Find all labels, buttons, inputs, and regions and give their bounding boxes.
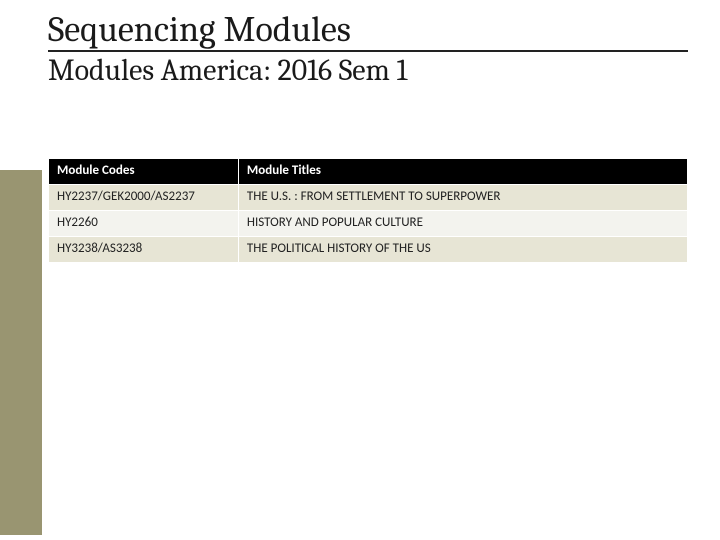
page-title: Sequencing Modules (48, 10, 688, 52)
cell-code: HY2237/GEK2000/AS2237 (49, 184, 239, 210)
col-header-codes: Module Codes (49, 159, 239, 185)
cell-title: THE POLITICAL HISTORY OF THE US (238, 236, 687, 262)
cell-title: THE U.S. : FROM SETTLEMENT TO SUPERPOWER (238, 184, 687, 210)
col-header-titles: Module Titles (238, 159, 687, 185)
table-header-row: Module Codes Module Titles (49, 159, 688, 185)
cell-title: HISTORY AND POPULAR CULTURE (238, 210, 687, 236)
table-row: HY2237/GEK2000/AS2237 THE U.S. : FROM SE… (49, 184, 688, 210)
table-row: HY3238/AS3238 THE POLITICAL HISTORY OF T… (49, 236, 688, 262)
cell-code: HY3238/AS3238 (49, 236, 239, 262)
title-area: Sequencing Modules Modules America: 2016… (48, 10, 688, 88)
modules-table: Module Codes Module Titles HY2237/GEK200… (48, 158, 688, 263)
sidebar-accent (0, 170, 42, 535)
table-row: HY2260 HISTORY AND POPULAR CULTURE (49, 210, 688, 236)
cell-code: HY2260 (49, 210, 239, 236)
page-subtitle: Modules America: 2016 Sem 1 (48, 54, 688, 89)
